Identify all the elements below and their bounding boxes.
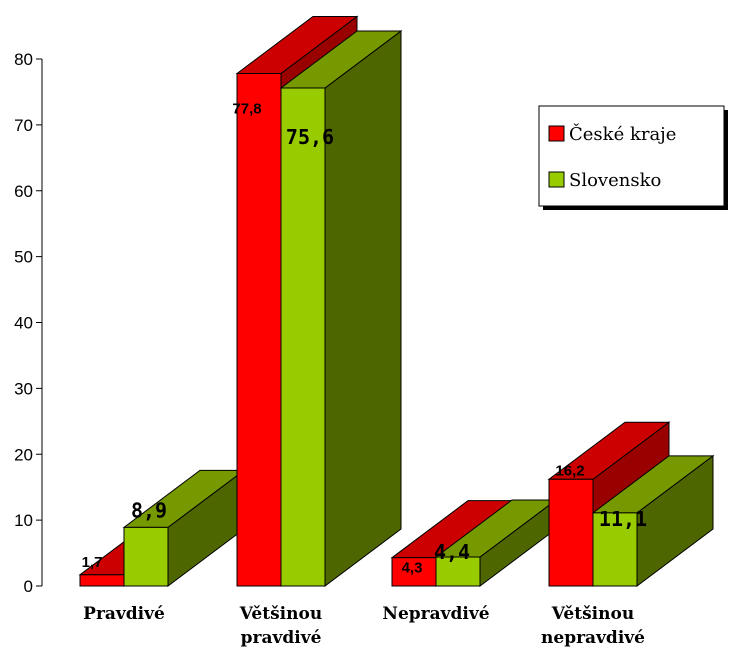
bar-series2-cat1 [122, 469, 246, 587]
y-tick-label: 80 [14, 50, 33, 69]
legend-label-1: České kraje [569, 122, 676, 145]
category-label-1: Pravdivé [83, 604, 165, 624]
bar-series2-cat1-front [123, 526, 169, 587]
bar-series2-cat4-front [592, 512, 638, 587]
bar-series2-cat3-front [435, 556, 481, 587]
bar-series2-cat2-side [324, 29, 402, 587]
bar-series1-cat1-front [79, 574, 125, 587]
data-label-4-series1: 16,2 [555, 462, 584, 479]
bar-series2-cat2 [279, 29, 403, 587]
y-tick-label: 0 [24, 577, 33, 596]
y-tick-label: 60 [14, 182, 33, 201]
data-label-3-series1: 4,3 [402, 560, 423, 577]
category-label-4: Většinou nepravdivé [541, 604, 645, 648]
bar-series2-cat3 [434, 499, 558, 587]
y-tick-label: 70 [14, 116, 33, 135]
legend-label-2: Slovensko [569, 170, 661, 191]
category-label-2: Většinou pravdivé [239, 604, 322, 648]
data-label-4-series2: 11,1 [599, 507, 647, 531]
data-label-2-series1: 77,8 [232, 100, 261, 117]
bar-series1-cat4-front [548, 478, 594, 587]
y-tick-label: 30 [14, 379, 33, 398]
bar-series2-cat2-front [280, 87, 326, 587]
data-label-1-series2: 8,9 [131, 498, 167, 522]
category-labels: Pravdivé Většinou pravdivé Nepravdivé Většin… [83, 604, 645, 648]
bar-series2-cat4 [591, 454, 715, 587]
legend: České kraje Slovensko [538, 105, 728, 210]
data-labels: 1,7 8,9 77,8 75,6 4,3 4,4 16,2 11,1 [82, 100, 648, 576]
bar-series1-cat3-front [391, 557, 437, 587]
data-label-3-series2: 4,4 [434, 540, 470, 564]
y-tick-label: 20 [14, 445, 33, 464]
data-label-2-series2: 75,6 [286, 125, 334, 149]
legend-swatch-1 [548, 125, 565, 142]
category-label-3: Nepravdivé [382, 604, 489, 624]
y-tick-label: 40 [14, 314, 33, 333]
data-label-1-series1: 1,7 [82, 554, 103, 571]
bars [78, 15, 715, 587]
y-tick-label: 10 [14, 511, 33, 530]
y-axis: 0 10 20 30 40 50 60 70 80 [14, 50, 43, 596]
legend-box [538, 105, 725, 207]
bar-series1-cat2-front [236, 72, 282, 587]
legend-swatch-2 [548, 171, 565, 188]
y-tick-label: 50 [14, 248, 33, 267]
